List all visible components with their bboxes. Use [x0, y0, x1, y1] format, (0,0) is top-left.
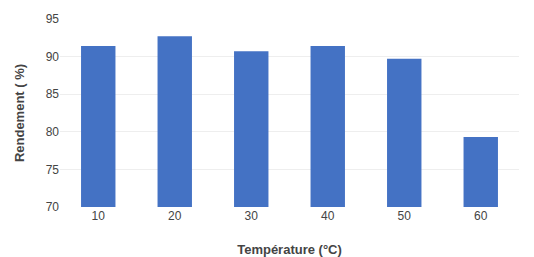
svg-text:50: 50	[398, 209, 412, 223]
svg-text:Rendement ( %): Rendement ( %)	[12, 64, 27, 162]
svg-text:85: 85	[46, 87, 60, 101]
svg-text:60: 60	[474, 209, 488, 223]
svg-text:90: 90	[46, 50, 60, 64]
svg-text:Température (°C): Température (°C)	[237, 242, 342, 257]
svg-text:20: 20	[168, 209, 182, 223]
svg-text:70: 70	[46, 200, 60, 214]
svg-text:30: 30	[245, 209, 259, 223]
svg-text:40: 40	[321, 209, 335, 223]
svg-text:75: 75	[46, 163, 60, 177]
svg-text:80: 80	[46, 125, 60, 139]
svg-text:95: 95	[46, 12, 60, 26]
svg-text:10: 10	[92, 209, 106, 223]
